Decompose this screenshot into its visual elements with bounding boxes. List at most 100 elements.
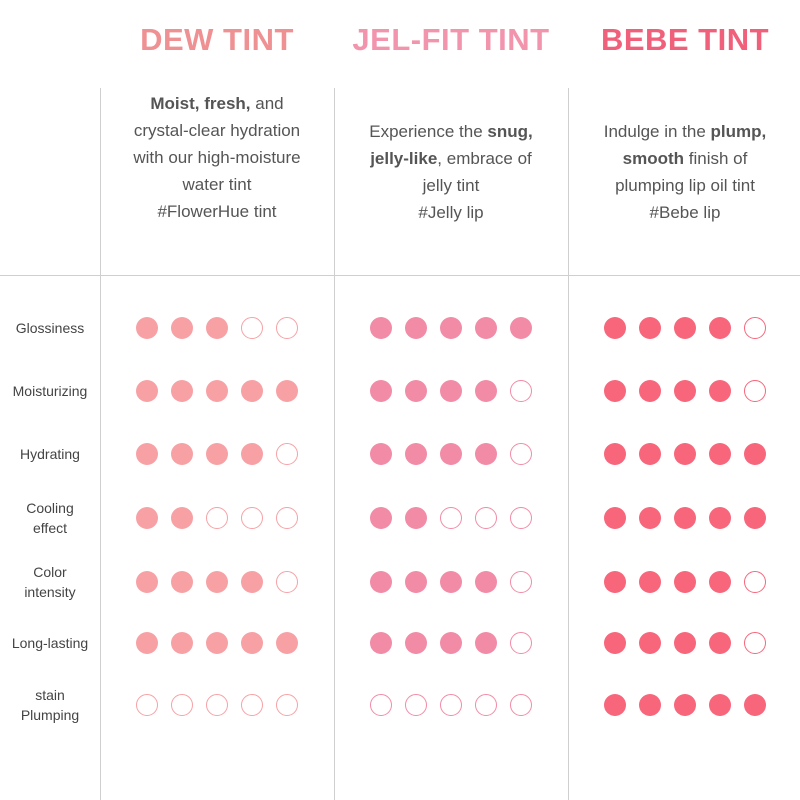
attribute-label: Long-lasting — [0, 633, 100, 653]
attribute-label-line: Moisturizing — [12, 383, 88, 399]
rating-dot-filled — [370, 507, 392, 529]
description-line: jelly tint — [341, 172, 561, 199]
rating-dot-filled — [405, 571, 427, 593]
column-divider — [334, 88, 335, 800]
description-text: #Bebe lip — [649, 203, 721, 222]
description-text: , embrace of — [437, 149, 532, 168]
rating-dot-filled — [241, 443, 263, 465]
rating-dot-filled — [639, 694, 661, 716]
rating-dot-empty — [171, 694, 193, 716]
product-title: DEW TINT — [140, 22, 294, 57]
description-line: crystal-clear hydration — [107, 117, 327, 144]
rating-dot-filled — [440, 443, 462, 465]
description-text: Experience the — [369, 122, 488, 141]
rating-dot-filled — [370, 317, 392, 339]
description-emphasis: smooth — [622, 149, 685, 168]
rating-dot-empty — [475, 507, 497, 529]
description-text: #Jelly lip — [418, 203, 484, 222]
rating-dot-filled — [276, 380, 298, 402]
rating-dot-filled — [440, 317, 462, 339]
description-line: Moist, fresh, and — [107, 90, 327, 117]
description-line: water tint — [107, 171, 327, 198]
description-emphasis: snug, — [487, 122, 533, 141]
rating-dot-empty — [475, 694, 497, 716]
attribute-label-line: Hydrating — [20, 446, 80, 462]
description-text: crystal-clear hydration — [133, 121, 301, 140]
rating-dot-filled — [604, 380, 626, 402]
rating-dot-filled — [604, 694, 626, 716]
rating-dot-filled — [370, 380, 392, 402]
product-description: Moist, fresh, and crystal-clear hydration… — [107, 90, 327, 225]
description-line: Indulge in the plump, — [575, 118, 795, 145]
rating-dot-filled — [171, 571, 193, 593]
rating-dot-filled — [709, 317, 731, 339]
rating-dot-filled — [171, 507, 193, 529]
rating-dot-filled — [709, 443, 731, 465]
rating-dot-empty — [206, 694, 228, 716]
description-text: plumping lip oil tint — [615, 176, 755, 195]
description-emphasis: jelly-like — [370, 149, 438, 168]
description-text: #FlowerHue tint — [157, 202, 277, 221]
rating-dot-empty — [276, 694, 298, 716]
rating-dot-empty — [276, 507, 298, 529]
rating-dot-empty — [510, 571, 532, 593]
rating-dot-empty — [241, 317, 263, 339]
attribute-label-line: effect — [33, 520, 67, 536]
attribute-label-line: Cooling — [26, 500, 74, 516]
rating-dot-empty — [744, 380, 766, 402]
rating-dot-filled — [405, 632, 427, 654]
description-line: #Jelly lip — [341, 199, 561, 226]
attribute-label-line: Color — [33, 564, 67, 580]
rating-dot-filled — [674, 507, 696, 529]
rating-dot-empty — [744, 571, 766, 593]
rating-dot-filled — [405, 380, 427, 402]
rating-dot-filled — [136, 380, 158, 402]
rating-dot-filled — [370, 571, 392, 593]
attribute-label: Glossiness — [0, 318, 100, 338]
description-emphasis: plump, — [710, 122, 767, 141]
description-text: jelly tint — [422, 176, 480, 195]
attribute-label: stain Plumping — [0, 685, 100, 725]
rating-dot-filled — [136, 571, 158, 593]
description-emphasis: Moist, fresh, — [150, 94, 251, 113]
attribute-label: Hydrating — [0, 444, 100, 464]
rating-dot-filled — [709, 380, 731, 402]
rating-dot-empty — [510, 694, 532, 716]
description-line: #FlowerHue tint — [107, 198, 327, 225]
rating-dot-filled — [510, 317, 532, 339]
rating-dot-empty — [744, 632, 766, 654]
rating-dot-filled — [674, 380, 696, 402]
description-text: with our high-moisture — [133, 148, 301, 167]
rating-dot-empty — [241, 694, 263, 716]
rating-dot-filled — [604, 632, 626, 654]
rating-dot-filled — [639, 380, 661, 402]
rating-dot-filled — [405, 317, 427, 339]
column-divider — [100, 88, 101, 800]
description-line: with our high-moisture — [107, 144, 327, 171]
attribute-label-line: stain — [35, 687, 65, 703]
rating-dot-filled — [639, 571, 661, 593]
rating-dot-filled — [370, 632, 392, 654]
rating-dot-filled — [136, 443, 158, 465]
rating-dot-filled — [674, 694, 696, 716]
product-title: JEL-FIT TINT — [352, 22, 550, 57]
rating-dot-filled — [744, 694, 766, 716]
rating-dot-empty — [276, 443, 298, 465]
rating-dot-filled — [604, 317, 626, 339]
rating-dot-empty — [744, 317, 766, 339]
product-title: BEBE TINT — [600, 22, 770, 57]
rating-dot-filled — [639, 443, 661, 465]
rating-dot-filled — [136, 317, 158, 339]
rating-dot-empty — [276, 317, 298, 339]
rating-dot-empty — [510, 632, 532, 654]
rating-dot-filled — [241, 571, 263, 593]
rating-dot-filled — [206, 317, 228, 339]
rating-dot-empty — [241, 507, 263, 529]
rating-dot-filled — [639, 507, 661, 529]
rating-dot-filled — [604, 571, 626, 593]
rating-dot-filled — [475, 632, 497, 654]
rating-dot-filled — [136, 507, 158, 529]
rating-dot-filled — [475, 380, 497, 402]
description-line: #Bebe lip — [575, 199, 795, 226]
rating-dot-empty — [510, 380, 532, 402]
